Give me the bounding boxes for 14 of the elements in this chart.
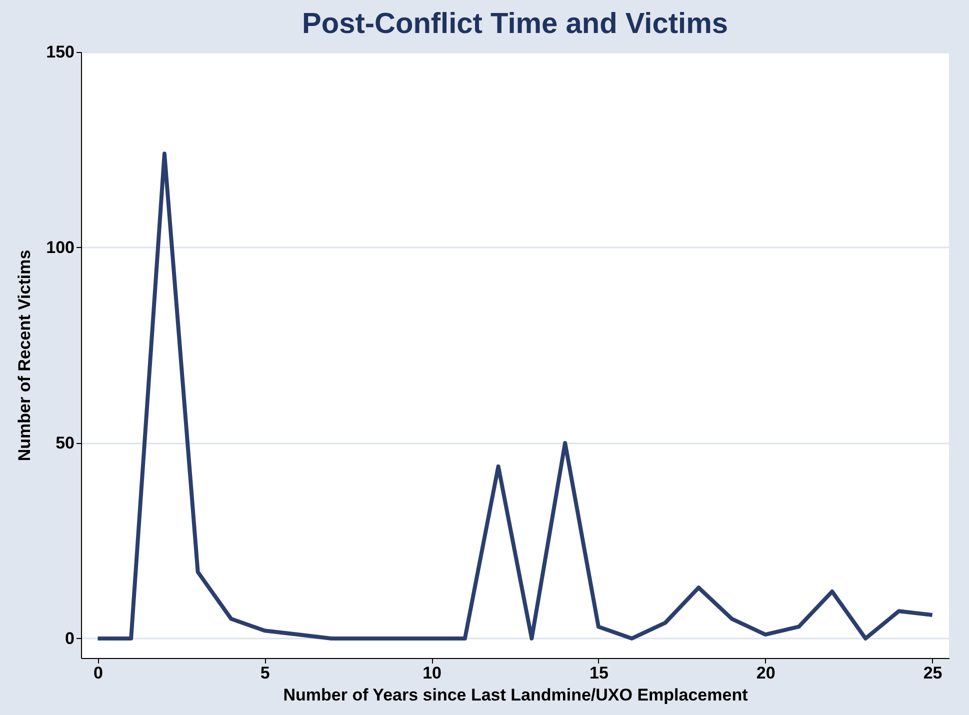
line-series — [96, 152, 934, 640]
x-tick-label: 10 — [422, 664, 442, 682]
x-tick-label: 15 — [590, 664, 608, 682]
y-tick-label: 50 — [56, 433, 74, 452]
x-axis-title: Number of Years since Last Landmine/UXO Emplacement — [283, 686, 748, 704]
y-tick-label: 100 — [46, 238, 74, 257]
y-tick-label: 150 — [46, 42, 74, 62]
chart-title: Post-Conflict Time and Victims — [302, 8, 728, 40]
x-tick-label: 0 — [93, 664, 103, 682]
y-axis-title: Number of Recent Victims — [15, 250, 34, 462]
x-tick-label: 25 — [923, 664, 942, 682]
x-tick-label: 20 — [756, 664, 776, 682]
y-tick-label: 0 — [65, 628, 74, 648]
x-tick-label: 5 — [260, 664, 270, 682]
